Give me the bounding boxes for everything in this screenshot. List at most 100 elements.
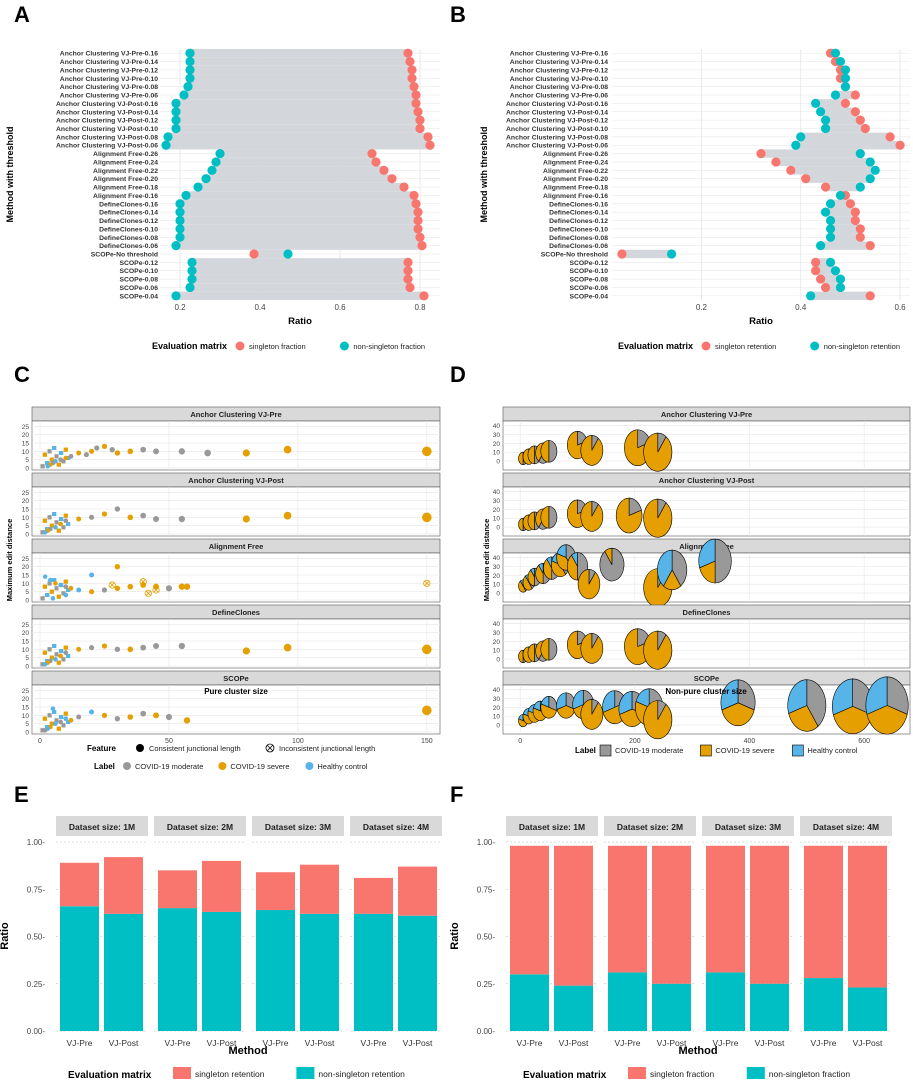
panel-label-b: B <box>450 2 466 27</box>
y-tick-label: DefineClones-0.12 <box>549 218 608 225</box>
y-tick-label: 20 <box>22 696 30 703</box>
dense-cluster-point <box>56 726 61 731</box>
y-tick-label: Alignment Free-0.20 <box>543 176 608 183</box>
y-tick-label: Anchor Clustering VJ-Post-0.10 <box>56 126 158 133</box>
singleton-point <box>860 123 870 134</box>
scatter-point <box>58 719 63 725</box>
pie-slice <box>580 435 604 466</box>
singleton-point <box>371 157 381 167</box>
pie-slice <box>643 630 673 670</box>
scatter-point <box>178 515 185 523</box>
pie-slice <box>540 638 550 661</box>
scatter-point <box>68 585 74 591</box>
non-singleton-point <box>175 224 185 234</box>
x-tick-label: VJ-Pre <box>615 1038 641 1048</box>
facet-strip-label: Anchor Clustering VJ-Post <box>188 476 284 485</box>
dense-cluster-point <box>45 593 50 597</box>
dense-cluster-point <box>52 644 57 648</box>
legend-label: Consistent junctional length <box>149 744 241 753</box>
non-singleton-point <box>187 257 197 267</box>
y-tick-label: Anchor Clustering VJ-Pre-0.12 <box>60 67 158 74</box>
non-singleton-point <box>830 48 841 58</box>
range-band <box>180 233 420 242</box>
dense-cluster-point <box>61 525 66 530</box>
non-singleton-point <box>840 82 851 92</box>
y-tick-label: 10 <box>493 714 501 721</box>
x-tick-label: VJ-Pre <box>811 1038 837 1048</box>
y-tick-label: 0.00- <box>477 1027 496 1036</box>
facet-strip-label: Anchor Clustering VJ-Pre <box>661 410 752 419</box>
range-band <box>220 149 372 158</box>
panel-label-f: F <box>450 782 464 807</box>
scatter-point <box>63 650 69 656</box>
range-band <box>820 274 841 284</box>
y-tick-label: SCOPe-0.10 <box>119 268 158 275</box>
legend-label: singleton retention <box>195 1069 265 1079</box>
bar-segment-bottom <box>158 908 197 1031</box>
singleton-point <box>407 73 417 83</box>
non-singleton-point <box>179 90 189 100</box>
singleton-point <box>786 165 796 175</box>
legend-swatch <box>218 762 227 770</box>
bar-segment-bottom <box>510 974 549 1031</box>
scatter-point <box>76 450 82 456</box>
x-tick-label: VJ-Pre <box>67 1038 93 1048</box>
range-band <box>188 82 414 91</box>
range-band <box>830 199 851 208</box>
scatter-point <box>89 709 95 715</box>
singleton-point <box>425 140 435 150</box>
facet-strip <box>56 816 148 836</box>
scatter-point <box>76 646 82 652</box>
non-singleton-point <box>187 266 197 276</box>
non-singleton-point <box>185 73 195 83</box>
scatter-point <box>58 521 63 527</box>
dense-cluster-point <box>54 586 59 591</box>
pie-slice <box>604 547 613 565</box>
pie-slice <box>556 544 567 558</box>
scatter-point <box>153 643 160 649</box>
legend-title: Feature <box>87 744 116 753</box>
dense-cluster-point <box>56 660 61 665</box>
dense-cluster-point <box>42 650 47 655</box>
scatter-point <box>83 452 89 458</box>
y-tick-label: 40 <box>493 621 501 628</box>
dense-cluster-point <box>47 581 52 586</box>
y-tick-label: DefineClones-0.06 <box>99 243 158 250</box>
dense-cluster-point <box>49 655 54 660</box>
y-tick-label: DefineClones-0.14 <box>549 210 608 217</box>
x-tick-label: VJ-Post <box>305 1038 335 1048</box>
y-tick-label: 10 <box>493 648 501 655</box>
y-axis-title: Method with threshold <box>479 127 489 223</box>
pie-slice <box>788 705 819 732</box>
range-band <box>825 207 856 217</box>
dense-cluster-point <box>61 459 66 464</box>
pie-slice <box>535 564 544 584</box>
pie-slice <box>806 679 827 727</box>
non-singleton-point <box>171 107 181 117</box>
scatter-point <box>101 643 108 649</box>
y-tick-label: 0 <box>25 664 29 671</box>
range-band <box>180 199 416 208</box>
range-band <box>825 115 861 125</box>
x-axis-title: Non-pure cluster size <box>665 687 747 696</box>
y-tick-label: 20 <box>493 441 501 448</box>
singleton-point <box>413 207 423 217</box>
x-tick-label: VJ-Post <box>755 1038 785 1048</box>
non-singleton-point <box>825 215 836 226</box>
singleton-point <box>801 174 811 184</box>
y-tick-label: 10 <box>22 647 30 654</box>
scatter-point <box>183 717 191 724</box>
facet-panel <box>502 486 911 537</box>
inconsistent-point-cross <box>109 582 115 588</box>
pie-slice <box>886 676 909 715</box>
range-band <box>176 124 420 133</box>
y-tick-label: 20 <box>493 705 501 712</box>
pie-slice <box>522 575 533 591</box>
y-tick-label: Anchor Clustering VJ-Post-0.08 <box>506 134 608 141</box>
non-singleton-point <box>667 249 677 259</box>
range-band <box>166 141 430 150</box>
scatter-point <box>140 710 147 717</box>
scatter-point <box>127 646 134 653</box>
facet-strip <box>800 816 892 836</box>
non-singleton-point <box>820 123 831 134</box>
